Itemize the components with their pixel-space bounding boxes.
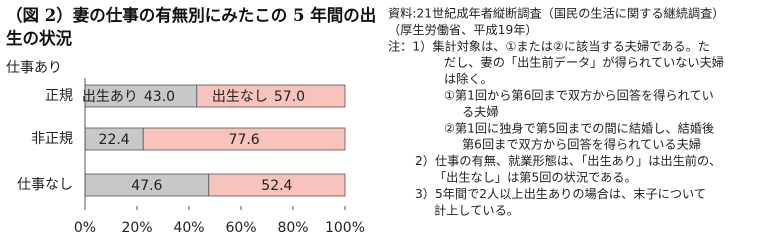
note-line: 3）5年間で2人以上出生ありの場合は、末子について: [415, 186, 706, 201]
y-tick-label: 正規: [45, 88, 73, 104]
note-line: る夫婦: [462, 104, 499, 119]
x-tick-label: 100%: [325, 220, 365, 236]
series-name: 出生なし: [212, 89, 268, 105]
group-label: 仕事あり: [6, 60, 62, 76]
series-name: 出生あり: [82, 89, 138, 105]
value-label: 52.4: [261, 178, 292, 194]
value-label: 47.6: [131, 178, 162, 194]
x-tick-label: 40%: [173, 220, 204, 236]
note-line: 計上している。: [434, 202, 519, 217]
bar-segment: [196, 84, 346, 108]
note-line: （厚生労働省、平成19年）: [388, 23, 538, 37]
note-line: 注：1）集計対象は、①または②に該当する夫婦である。た: [388, 38, 710, 53]
note-line: ①第1回から第6回まで双方から回答を得られてい: [444, 88, 714, 103]
value-label: 57.0: [274, 89, 305, 105]
x-tick-label: 0%: [74, 220, 96, 236]
note-line: 第6回まで双方から回答を得られている夫婦: [462, 137, 701, 152]
note-line: だし、妻の「出生前データ」が得られていない夫婦: [444, 55, 724, 70]
chart-title: （図 2）妻の仕事の有無別にみたこの 5 年間の出生の状況: [6, 6, 377, 48]
x-tick-label: 60%: [225, 220, 256, 236]
value-label: 77.6: [229, 132, 260, 148]
y-tick-label: 非正規: [31, 131, 73, 147]
value-label: 43.0: [144, 89, 175, 105]
bar-segment: [142, 127, 346, 151]
note-line: 「出生なし」は第5回の状況である。: [434, 170, 637, 185]
bar-segment: [208, 173, 346, 197]
y-tick-label: 仕事なし: [17, 177, 73, 193]
note-line: は除く。: [444, 71, 493, 86]
x-tick-label: 80%: [277, 220, 308, 236]
value-label: 22.4: [99, 132, 130, 148]
note-line: 2）仕事の有無、就業形態は、「出生あり」は出生前の、: [415, 153, 721, 168]
x-tick-label: 20%: [121, 220, 152, 236]
note-line: ②第1回に独身で第5回までの間に結婚し、結婚後: [444, 120, 714, 135]
note-line: 資料:21世紀成年者縦断調査（国民の生活に関する継続調査）: [388, 6, 725, 21]
